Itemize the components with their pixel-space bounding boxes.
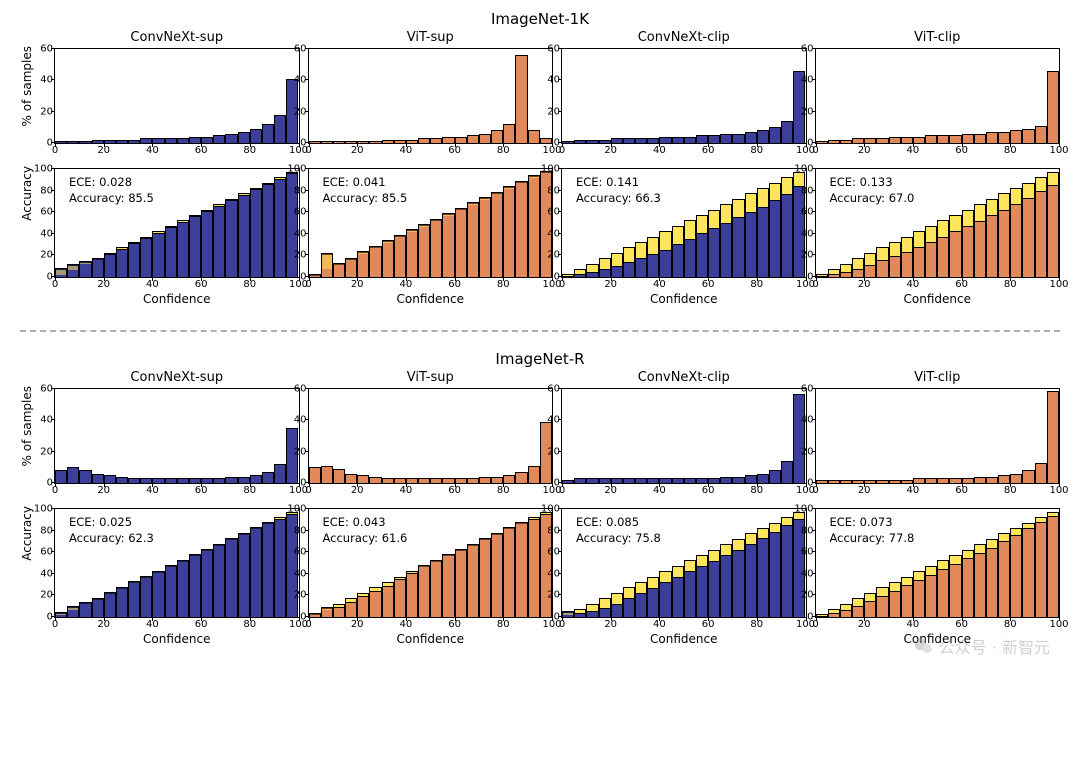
panel-convnext-sup: ConvNeXt-sup 0204060020406080100 [54,370,300,498]
panel-vit-clip-reli: ECE: 0.133Accuracy: 67.00204060801000204… [815,168,1061,306]
panel-vit-sup-reli: ECE: 0.041Accuracy: 85.50204060801000204… [308,168,554,306]
reliability-plot: ECE: 0.141Accuracy: 66.30204060801000204… [561,168,807,278]
xlabel: Confidence [143,292,210,306]
reliability-plot: ECE: 0.043Accuracy: 61.60204060801000204… [308,508,554,618]
xlabel: Confidence [650,292,717,306]
xlabel: Confidence [143,632,210,646]
panel-convnext-clip-reli: ECE: 0.141Accuracy: 66.30204060801000204… [561,168,807,306]
panel-vit-sup: ViT-sup 0204060020406080100 [308,370,554,498]
panel-vit-sup: ViT-sup 0204060020406080100 [308,30,554,158]
panel-title: ConvNeXt-sup [130,30,223,46]
section-title: ImageNet-1K [20,10,1060,28]
panel-title: ConvNeXt-clip [638,30,730,46]
reliability-plot: ECE: 0.025Accuracy: 62.30204060801000204… [54,508,300,618]
xlabel: Confidence [397,292,464,306]
panel-convnext-clip: ConvNeXt-clip 0204060020406080100 [561,30,807,158]
panel-title: ConvNeXt-sup [130,370,223,386]
xlabel: Confidence [397,632,464,646]
reliability-plot: ECE: 0.085Accuracy: 75.80204060801000204… [561,508,807,618]
reliability-plot: ECE: 0.041Accuracy: 85.50204060801000204… [308,168,554,278]
histogram-plot: 0204060020406080100 [815,48,1061,144]
histogram-plot: 0204060020406080100 [561,388,807,484]
histogram-plot: 0204060020406080100 [308,48,554,144]
reliability-plot: ECE: 0.028Accuracy: 85.50204060801000204… [54,168,300,278]
panel-convnext-sup: ConvNeXt-sup 0204060020406080100 [54,30,300,158]
reliability-plot: ECE: 0.133Accuracy: 67.00204060801000204… [815,168,1061,278]
panel-convnext-clip-reli: ECE: 0.085Accuracy: 75.80204060801000204… [561,508,807,646]
xlabel: Confidence [904,632,971,646]
histogram-plot: 0204060020406080100 [561,48,807,144]
section-imagenet-1k: ImageNet-1K% of samplesConvNeXt-sup02040… [20,10,1060,306]
panel-vit-clip: ViT-clip 0204060020406080100 [815,370,1061,498]
reliability-plot: ECE: 0.073Accuracy: 77.80204060801000204… [815,508,1061,618]
section-imagenet-r: ImageNet-R% of samplesConvNeXt-sup020406… [20,350,1060,646]
panel-convnext-sup-reli: ECE: 0.025Accuracy: 62.30204060801000204… [54,508,300,646]
panel-title: ViT-sup [407,370,454,386]
section-divider [20,330,1060,332]
panel-vit-sup-reli: ECE: 0.043Accuracy: 61.60204060801000204… [308,508,554,646]
panel-title: ConvNeXt-clip [638,370,730,386]
figure-root: ImageNet-1K% of samplesConvNeXt-sup02040… [20,10,1060,646]
histogram-plot: 0204060020406080100 [54,388,300,484]
xlabel: Confidence [904,292,971,306]
xlabel: Confidence [650,632,717,646]
panel-convnext-clip: ConvNeXt-clip 0204060020406080100 [561,370,807,498]
panel-vit-clip: ViT-clip 0204060020406080100 [815,30,1061,158]
panel-vit-clip-reli: ECE: 0.073Accuracy: 77.80204060801000204… [815,508,1061,646]
panel-title: ViT-clip [914,370,960,386]
panel-title: ViT-clip [914,30,960,46]
histogram-plot: 0204060020406080100 [815,388,1061,484]
panel-title: ViT-sup [407,30,454,46]
histogram-plot: 0204060020406080100 [54,48,300,144]
histogram-plot: 0204060020406080100 [308,388,554,484]
panel-convnext-sup-reli: ECE: 0.028Accuracy: 85.50204060801000204… [54,168,300,306]
section-title: ImageNet-R [20,350,1060,368]
